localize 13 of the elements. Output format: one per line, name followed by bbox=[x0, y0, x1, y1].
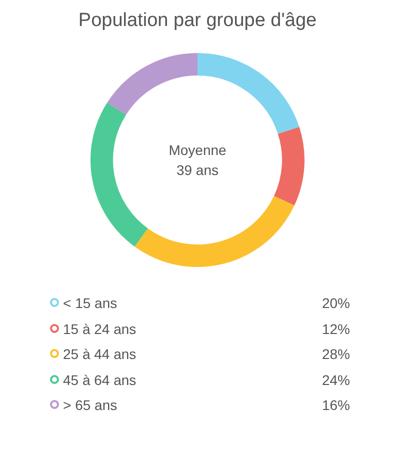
data-label: 24% bbox=[322, 370, 350, 388]
legend-label: > 65 ans bbox=[63, 396, 118, 414]
chart-title: Population par groupe d'âge bbox=[77, 10, 318, 32]
data-label: 12% bbox=[322, 320, 350, 338]
legend-label: 25 à 44 ans bbox=[63, 345, 136, 363]
data-label: 20% bbox=[322, 294, 350, 312]
legend-label: 45 à 64 ans bbox=[63, 370, 136, 388]
text: 39 ans bbox=[175, 161, 220, 180]
legend-label: < 15 ans bbox=[63, 294, 118, 312]
data-label: 28% bbox=[322, 345, 350, 363]
data-label: 16% bbox=[322, 396, 350, 414]
legend-label: 15 à 24 ans bbox=[63, 320, 136, 338]
text: Moyenne bbox=[168, 141, 228, 160]
